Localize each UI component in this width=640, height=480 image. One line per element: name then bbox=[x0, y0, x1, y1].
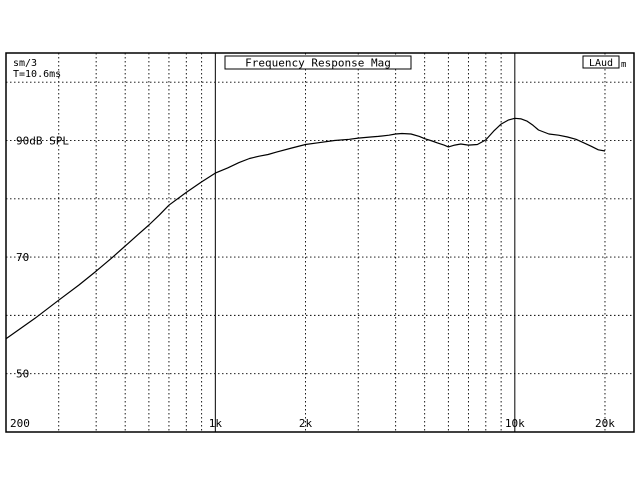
channel-suffix: m bbox=[621, 60, 626, 70]
x-tick-label: 200 bbox=[10, 417, 30, 430]
response-curve bbox=[5, 117, 606, 340]
channel-box bbox=[582, 55, 620, 69]
smoothing-label: sm/3 bbox=[13, 58, 37, 69]
chart-labels: 200 1k 2k 10k 20k 90dB SPL 70 50 bbox=[10, 134, 615, 430]
response-curve-layer bbox=[5, 117, 606, 340]
title-box bbox=[224, 55, 412, 70]
x-tick-label: 20k bbox=[595, 417, 615, 430]
x-tick-label: 10k bbox=[505, 417, 525, 430]
x-tick-label: 1k bbox=[209, 417, 223, 430]
time-window-label: T=10.6ms bbox=[13, 69, 61, 80]
y-tick-label: 50 bbox=[16, 368, 29, 381]
chart-title: Frequency Response Mag bbox=[245, 57, 391, 70]
x-tick-label: 2k bbox=[299, 417, 313, 430]
y-tick-label: 90dB SPL bbox=[16, 134, 69, 147]
grid-lines bbox=[6, 53, 634, 432]
y-tick-label: 70 bbox=[16, 251, 29, 264]
channel-label: LAud bbox=[589, 58, 613, 69]
plot-frame bbox=[5, 52, 635, 433]
